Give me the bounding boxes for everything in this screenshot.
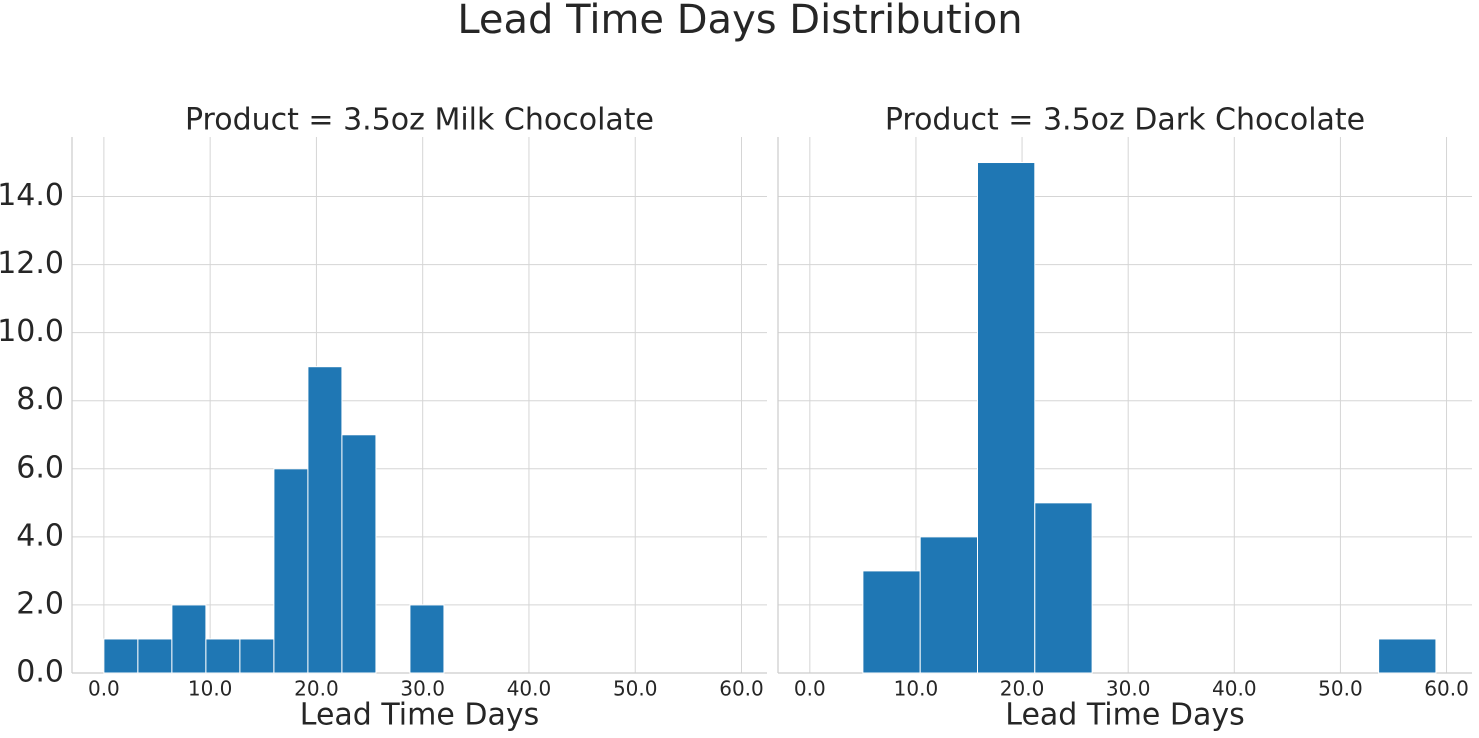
panel-title: Product = 3.5oz Milk Chocolate bbox=[185, 103, 654, 138]
x-tick-label: 20.0 bbox=[1000, 677, 1045, 701]
histogram-bar bbox=[307, 366, 343, 674]
histogram-bar bbox=[976, 162, 1036, 674]
x-tick-label: 10.0 bbox=[188, 677, 233, 701]
y-tick-label: 8.0 bbox=[16, 382, 64, 417]
histogram-bar bbox=[171, 604, 207, 674]
panel-title: Product = 3.5oz Dark Chocolate bbox=[885, 103, 1365, 138]
y-tick-label: 4.0 bbox=[16, 518, 64, 553]
y-tick-label: 0.0 bbox=[16, 655, 64, 690]
x-tick-label: 30.0 bbox=[400, 677, 445, 701]
histogram-bar bbox=[273, 468, 309, 674]
histogram-bar bbox=[409, 604, 445, 674]
x-tick-label: 0.0 bbox=[88, 677, 120, 701]
histogram-bar bbox=[205, 638, 241, 674]
x-tick-label: 20.0 bbox=[294, 677, 339, 701]
x-tick-label: 0.0 bbox=[794, 677, 826, 701]
x-axis-label: Lead Time Days bbox=[300, 698, 539, 733]
histogram-bar bbox=[239, 638, 275, 674]
x-tick-label: 30.0 bbox=[1106, 677, 1151, 701]
x-tick-label: 40.0 bbox=[507, 677, 552, 701]
y-tick-label: 12.0 bbox=[0, 246, 64, 281]
y-tick-label: 6.0 bbox=[16, 450, 64, 485]
x-tick-label: 60.0 bbox=[1424, 677, 1469, 701]
histogram-bar bbox=[862, 570, 921, 674]
y-tick-label: 2.0 bbox=[16, 586, 64, 621]
figure-title: Lead Time Days Distribution bbox=[457, 0, 1022, 43]
histogram-bar bbox=[919, 536, 978, 674]
x-tick-label: 50.0 bbox=[1318, 677, 1363, 701]
histogram-bar bbox=[1034, 502, 1093, 674]
histogram-bar bbox=[137, 638, 173, 674]
x-axis-label: Lead Time Days bbox=[1005, 698, 1244, 733]
y-tick-label: 14.0 bbox=[0, 178, 64, 213]
histogram-bar bbox=[1378, 638, 1437, 674]
x-tick-label: 60.0 bbox=[719, 677, 764, 701]
histogram-bar bbox=[341, 434, 377, 674]
x-tick-label: 50.0 bbox=[613, 677, 658, 701]
x-tick-label: 10.0 bbox=[894, 677, 939, 701]
x-tick-label: 40.0 bbox=[1212, 677, 1257, 701]
histogram-bar bbox=[103, 638, 139, 674]
y-tick-label: 10.0 bbox=[0, 314, 64, 349]
